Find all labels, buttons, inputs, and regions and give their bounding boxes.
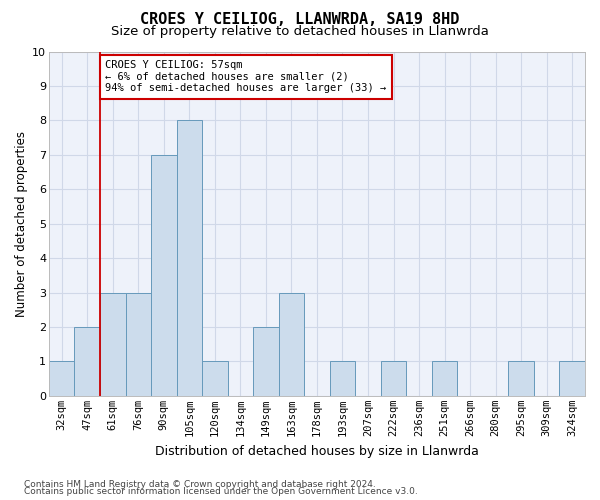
Bar — [278, 292, 304, 396]
Bar — [559, 362, 585, 396]
X-axis label: Distribution of detached houses by size in Llanwrda: Distribution of detached houses by size … — [155, 444, 479, 458]
Bar — [49, 362, 74, 396]
Bar — [100, 292, 125, 396]
Text: Contains public sector information licensed under the Open Government Licence v3: Contains public sector information licen… — [24, 487, 418, 496]
Text: Size of property relative to detached houses in Llanwrda: Size of property relative to detached ho… — [111, 25, 489, 38]
Bar — [381, 362, 406, 396]
Y-axis label: Number of detached properties: Number of detached properties — [15, 130, 28, 316]
Bar — [176, 120, 202, 396]
Text: CROES Y CEILIOG, LLANWRDA, SA19 8HD: CROES Y CEILIOG, LLANWRDA, SA19 8HD — [140, 12, 460, 28]
Text: CROES Y CEILIOG: 57sqm
← 6% of detached houses are smaller (2)
94% of semi-detac: CROES Y CEILIOG: 57sqm ← 6% of detached … — [105, 60, 386, 94]
Bar — [202, 362, 227, 396]
Bar — [253, 327, 278, 396]
Bar — [508, 362, 534, 396]
Bar — [151, 155, 176, 396]
Bar — [125, 292, 151, 396]
Bar — [74, 327, 100, 396]
Bar — [330, 362, 355, 396]
Text: Contains HM Land Registry data © Crown copyright and database right 2024.: Contains HM Land Registry data © Crown c… — [24, 480, 376, 489]
Bar — [432, 362, 457, 396]
